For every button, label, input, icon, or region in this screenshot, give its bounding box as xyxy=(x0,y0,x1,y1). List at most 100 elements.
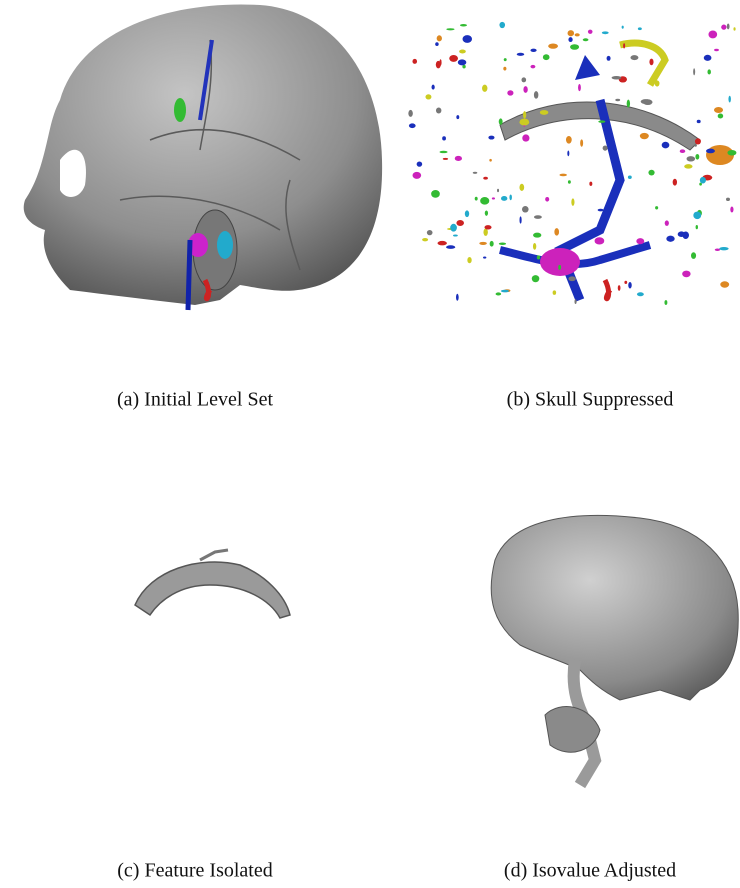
speckle xyxy=(704,55,712,61)
speckle xyxy=(589,182,592,186)
speckle xyxy=(595,237,605,244)
speckle xyxy=(649,59,653,66)
caption: (d) Isovalue Adjusted xyxy=(504,860,676,882)
speckle xyxy=(708,31,717,39)
speckle xyxy=(559,174,566,177)
speckle xyxy=(455,156,462,161)
blob xyxy=(575,55,600,80)
caption: (c) Feature Isolated xyxy=(117,860,272,882)
speckle xyxy=(501,196,507,201)
speckle xyxy=(665,220,669,226)
speckle xyxy=(540,110,549,115)
speckle xyxy=(465,210,469,217)
vessel-render xyxy=(408,22,736,305)
speckle xyxy=(655,206,658,209)
speckle xyxy=(568,30,575,36)
blob xyxy=(540,248,580,276)
speckle xyxy=(678,231,685,237)
speckle xyxy=(446,245,455,249)
speckle xyxy=(574,299,576,304)
speckle xyxy=(727,24,730,30)
speckle xyxy=(446,28,454,30)
speckle xyxy=(622,26,624,29)
speckle xyxy=(432,85,435,90)
speckle xyxy=(519,216,521,223)
speckle xyxy=(435,42,438,46)
speckle xyxy=(687,156,696,161)
speckle xyxy=(571,198,574,205)
speckle xyxy=(553,290,557,295)
speckle xyxy=(427,230,433,235)
speckle xyxy=(714,49,719,51)
speckle xyxy=(408,110,413,117)
brain-render xyxy=(491,515,738,785)
speckle xyxy=(489,159,492,162)
speckle xyxy=(714,107,723,113)
speckle xyxy=(437,35,442,41)
speckle xyxy=(666,236,674,242)
speckle xyxy=(537,255,540,259)
speckle xyxy=(517,53,524,56)
speckle xyxy=(700,177,706,184)
speckle xyxy=(530,65,535,69)
speckle xyxy=(458,59,467,65)
speckle xyxy=(718,113,724,118)
speckle xyxy=(456,294,459,301)
speckle xyxy=(641,99,651,104)
speckle xyxy=(488,136,494,140)
speckle xyxy=(558,265,561,270)
speckle xyxy=(662,142,670,149)
vessel xyxy=(188,240,190,310)
speckle xyxy=(695,154,699,160)
speckle xyxy=(697,120,701,123)
speckle xyxy=(496,292,502,295)
speckle xyxy=(603,145,608,150)
speckle xyxy=(425,94,431,99)
speckle xyxy=(504,58,507,61)
speckle xyxy=(719,247,728,250)
speckle xyxy=(575,33,580,36)
speckle xyxy=(630,55,638,60)
speckle xyxy=(637,292,644,296)
speckle xyxy=(699,183,702,186)
feature-render xyxy=(135,550,290,618)
speckle xyxy=(456,220,464,226)
speckle xyxy=(618,285,621,291)
speckle xyxy=(439,59,441,65)
speckle xyxy=(431,190,440,198)
feature-fringe xyxy=(200,550,228,560)
speckle xyxy=(436,107,441,113)
speckle xyxy=(483,228,487,235)
blob xyxy=(174,98,186,122)
speckle xyxy=(664,300,667,305)
caption: (b) Skull Suppressed xyxy=(507,389,674,411)
speckle xyxy=(598,209,604,212)
speckle xyxy=(413,172,422,179)
speckle xyxy=(624,281,627,284)
head-render xyxy=(24,4,382,310)
speckle xyxy=(438,241,447,245)
speckle xyxy=(519,184,524,191)
speckle xyxy=(588,30,593,34)
speckle xyxy=(638,27,642,30)
speckle xyxy=(636,238,644,244)
speckle xyxy=(519,119,529,126)
speckle xyxy=(483,256,486,258)
speckle xyxy=(545,197,549,202)
speckle xyxy=(490,241,494,247)
speckle xyxy=(602,31,609,34)
speckle xyxy=(440,151,448,153)
speckle xyxy=(693,68,695,75)
figure-page: (a) Initial Level Set (b) Skull Suppress… xyxy=(0,0,740,888)
speckle xyxy=(480,197,489,205)
speckle xyxy=(533,233,541,238)
speckle xyxy=(522,206,529,213)
speckle xyxy=(598,120,605,123)
speckle xyxy=(607,56,611,61)
speckle xyxy=(442,136,446,140)
speckle xyxy=(460,24,467,27)
speckle xyxy=(682,271,690,278)
speckle xyxy=(568,180,571,183)
speckle xyxy=(673,179,677,186)
speckle xyxy=(521,77,526,82)
